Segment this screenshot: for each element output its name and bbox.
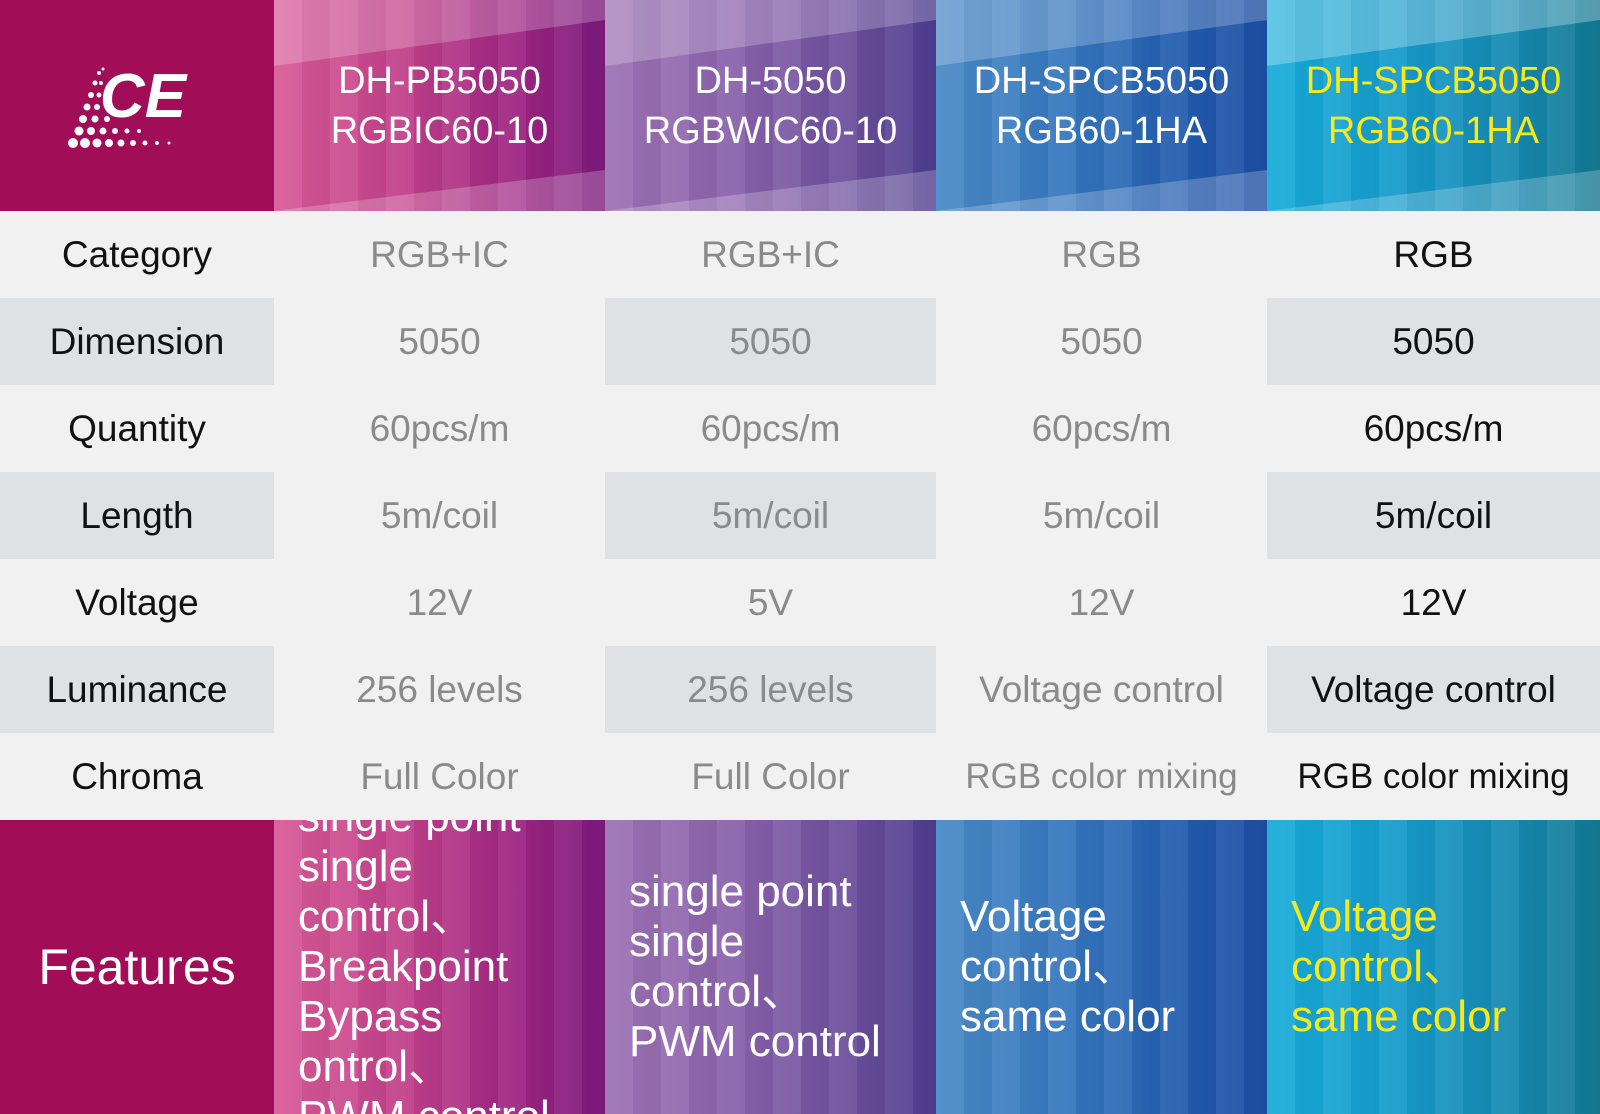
model-name-1a: DH-PB5050: [338, 59, 541, 102]
model-name-4a: DH-SPCB5050: [1305, 59, 1562, 102]
table-cell: 5m/coil: [936, 472, 1267, 559]
features-label: Features: [0, 820, 274, 1114]
model-header-3: DH-SPCB5050 RGB60-1HA: [936, 0, 1267, 211]
table-cell: 5050: [1267, 298, 1600, 385]
table-cell: RGB color mixing: [936, 733, 1267, 820]
row-label-category: Category: [0, 211, 274, 298]
table-cell: RGB color mixing: [1267, 733, 1600, 820]
model-name-3a: DH-SPCB5050: [973, 59, 1230, 102]
table-cell: Voltage control: [1267, 646, 1600, 733]
model-header-1: DH-PB5050 RGBIC60-10: [274, 0, 605, 211]
table-cell: RGB+IC: [605, 211, 936, 298]
logo-text: CE: [100, 62, 188, 131]
table-cell: Voltage control: [936, 646, 1267, 733]
table-cell: RGB: [936, 211, 1267, 298]
features-cell-1: single point single control、 Breakpoint …: [274, 820, 605, 1114]
table-cell: 5050: [274, 298, 605, 385]
table-cell: 5m/coil: [274, 472, 605, 559]
row-label-voltage: Voltage: [0, 559, 274, 646]
table-cell: 256 levels: [605, 646, 936, 733]
model-name-3b: RGB60-1HA: [995, 109, 1208, 152]
features-text-3: Voltage control、 same color: [960, 892, 1176, 1041]
row-label-length: Length: [0, 472, 274, 559]
table-cell: RGB+IC: [274, 211, 605, 298]
row-label-quantity: Quantity: [0, 385, 274, 472]
model-header-4: DH-SPCB5050 RGB60-1HA: [1267, 0, 1600, 211]
row-label-chroma: Chroma: [0, 733, 274, 820]
model-name-1b: RGBIC60-10: [330, 109, 549, 152]
model-header-2: DH-5050 RGBWIC60-10: [605, 0, 936, 211]
table-cell: 60pcs/m: [1267, 385, 1600, 472]
model-name-2b: RGBWIC60-10: [643, 109, 898, 152]
features-text-2: single point single control、 PWM control: [629, 867, 881, 1066]
row-label-luminance: Luminance: [0, 646, 274, 733]
table-cell: 5V: [605, 559, 936, 646]
table-cell: RGB: [1267, 211, 1600, 298]
model-name-4b: RGB60-1HA: [1327, 109, 1540, 152]
table-cell: 5050: [936, 298, 1267, 385]
row-label-dimension: Dimension: [0, 298, 274, 385]
table-cell: 60pcs/m: [936, 385, 1267, 472]
table-cell: 12V: [936, 559, 1267, 646]
table-cell: 60pcs/m: [274, 385, 605, 472]
table-cell: 5050: [605, 298, 936, 385]
table-cell: 12V: [1267, 559, 1600, 646]
table-cell: 5m/coil: [1267, 472, 1600, 559]
features-text-4: Voltage control、 same color: [1291, 892, 1507, 1041]
table-cell: Full Color: [605, 733, 936, 820]
brand-logo-cell: CE: [0, 0, 274, 211]
model-name-2a: DH-5050: [694, 59, 847, 102]
features-cell-2: single point single control、 PWM control: [605, 820, 936, 1114]
table-cell: 256 levels: [274, 646, 605, 733]
table-cell: 60pcs/m: [605, 385, 936, 472]
features-cell-4: Voltage control、 same color: [1267, 820, 1600, 1114]
table-cell: Full Color: [274, 733, 605, 820]
table-cell: 5m/coil: [605, 472, 936, 559]
ce-logo-icon: CE: [68, 62, 188, 148]
table-cell: 12V: [274, 559, 605, 646]
features-cell-3: Voltage control、 same color: [936, 820, 1267, 1114]
features-text-1: single point single control、 Breakpoint …: [298, 820, 550, 1114]
